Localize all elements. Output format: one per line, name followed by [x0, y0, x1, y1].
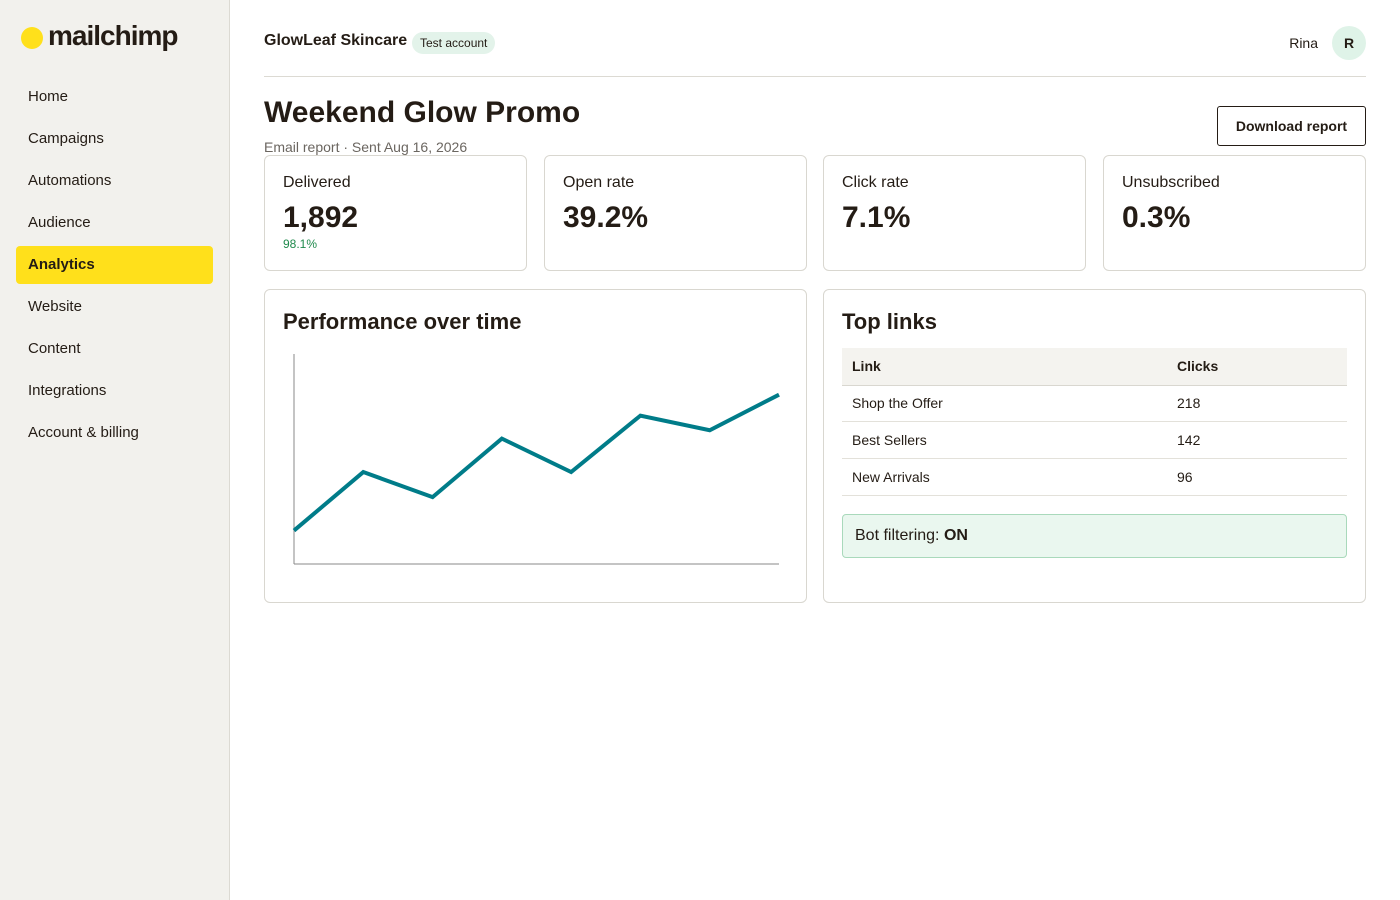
user-name: Rina: [1289, 35, 1318, 51]
line: [292, 392, 780, 533]
nav-item[interactable]: Website: [28, 298, 82, 315]
clicks: 96: [1177, 469, 1193, 485]
clicks: 218: [1177, 395, 1201, 411]
table-row: [842, 458, 1347, 459]
page-title: Weekend Glow Promo: [264, 96, 581, 129]
link[interactable]: Best Sellers: [852, 432, 927, 448]
nav-item[interactable]: Account & billing: [28, 424, 139, 441]
stat-value: 7.1%: [842, 201, 911, 234]
download-button[interactable]: Download report: [1217, 106, 1366, 146]
table-row: [842, 421, 1347, 422]
nav-item[interactable]: Automations: [28, 172, 112, 189]
bot-filter: Bot filtering: ON: [842, 514, 1347, 558]
nav-item[interactable]: Home: [28, 88, 69, 105]
nav-item[interactable]: Content: [28, 340, 81, 357]
table-header: [842, 348, 1347, 386]
table-row: [842, 495, 1347, 496]
column-header: Clicks: [1177, 358, 1219, 374]
stat-sub: 98.1%: [283, 237, 318, 251]
nav-item[interactable]: Campaigns: [28, 130, 104, 147]
stat-label: Delivered: [283, 174, 351, 191]
divider: [264, 76, 1366, 77]
logo-mark: [21, 27, 43, 49]
stat-label: Unsubscribed: [1122, 174, 1220, 191]
stat-value: 0.3%: [1122, 201, 1191, 234]
stat-value: 1,892: [283, 201, 359, 234]
stat-card: Unsubscribed 0.3%: [1103, 155, 1366, 271]
stat-label: Click rate: [842, 174, 909, 191]
nav-item[interactable]: Audience: [28, 214, 91, 231]
link[interactable]: New Arrivals: [852, 469, 930, 485]
stat-value: 39.2%: [563, 201, 649, 234]
avatar[interactable]: R: [1332, 26, 1366, 60]
bot-filter-label: Bot filtering:: [855, 527, 940, 544]
bot-filter-state: ON: [943, 527, 968, 544]
stat-card: Open rate 39.2%: [544, 155, 807, 271]
chart-title: Performance over time: [283, 309, 522, 334]
nav-item[interactable]: Integrations: [28, 382, 107, 399]
chart: [292, 354, 780, 565]
chart-panel: Performance over time: [264, 289, 807, 603]
links-panel: Top links Bot filtering: ON Link Clicks Sh…: [823, 289, 1366, 603]
badge: Test account: [412, 32, 496, 54]
nav-item[interactable]: Analytics: [16, 246, 213, 284]
account-name: GlowLeaf Skincare: [264, 32, 408, 49]
sidebar: mailchimp Home Campaigns Automations Audien…: [0, 0, 230, 900]
stat-card: Click rate 7.1%: [823, 155, 1086, 271]
clicks: 142: [1177, 432, 1201, 448]
logo: mailchimp: [48, 20, 178, 51]
link[interactable]: Shop the Offer: [852, 395, 943, 411]
links-title: Top links: [842, 309, 937, 334]
stat-card: Delivered 1,892 98.1%: [264, 155, 527, 271]
subtitle: Email report · Sent Aug 16, 2026: [264, 139, 468, 155]
stat-label: Open rate: [563, 174, 635, 191]
column-header: Link: [852, 358, 881, 374]
